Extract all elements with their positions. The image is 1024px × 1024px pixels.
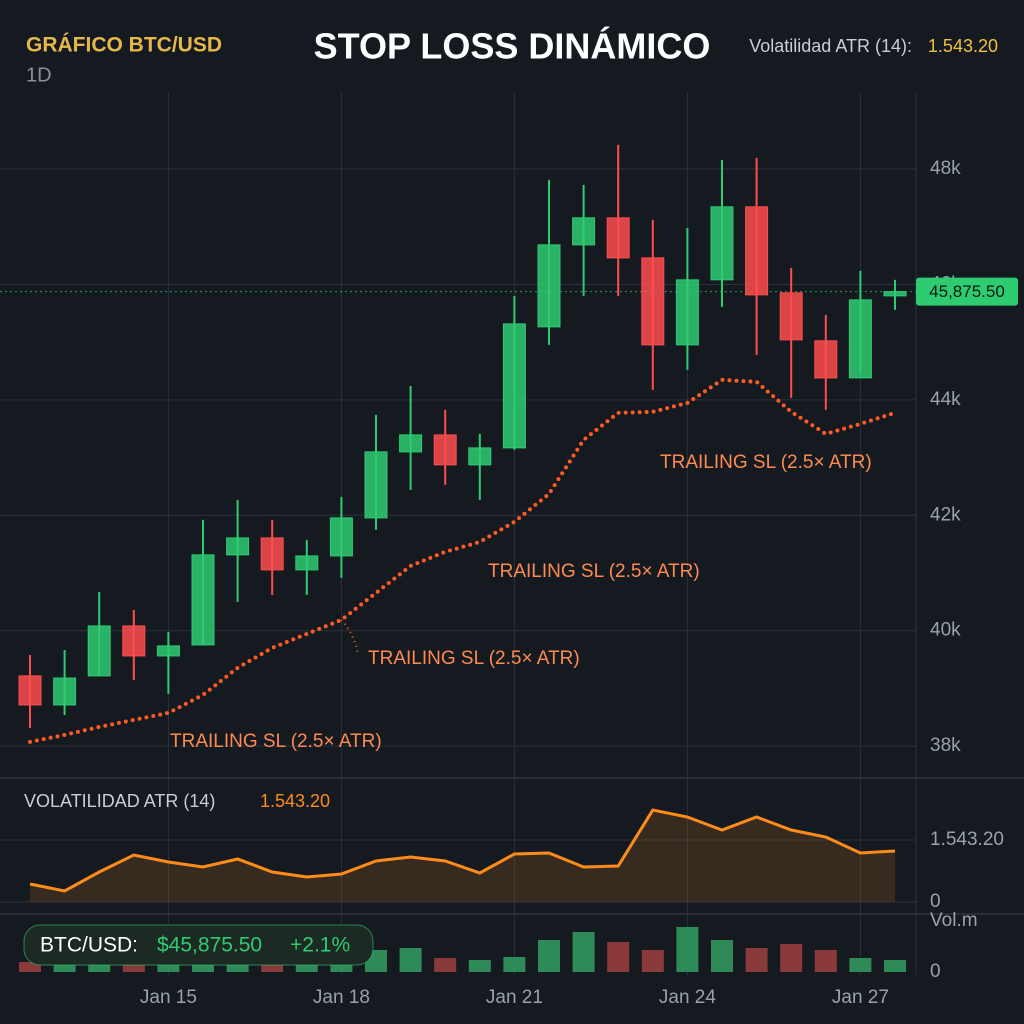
y-tick-label: 0 bbox=[930, 891, 941, 912]
badge-change: +2.1% bbox=[290, 934, 350, 957]
last-price-box bbox=[916, 277, 1018, 306]
last-price-label: 45,875.50 bbox=[929, 282, 1005, 301]
candle-body bbox=[191, 554, 215, 646]
annotation: TRAILING SL (2.5× ATR) bbox=[488, 561, 700, 582]
candle-body bbox=[779, 292, 803, 341]
pair-label: GRÁFICO BTC/USD bbox=[26, 34, 222, 57]
y-tick-label: 0 bbox=[930, 961, 941, 982]
volume-bar bbox=[399, 948, 422, 972]
atr-header-value: 1.543.20 bbox=[928, 36, 998, 56]
volume-bar bbox=[88, 962, 111, 972]
candle-body bbox=[122, 625, 146, 657]
y-tick-label: 44k bbox=[930, 389, 961, 410]
candle-body bbox=[745, 206, 769, 296]
x-tick-label: Jan 27 bbox=[832, 987, 889, 1008]
volume-bar bbox=[607, 942, 630, 972]
volume-bar bbox=[849, 958, 872, 972]
annotation: TRAILING SL (2.5× ATR) bbox=[368, 648, 580, 669]
candle-body bbox=[572, 217, 596, 246]
interval: 1D bbox=[26, 64, 52, 86]
volume-bar bbox=[53, 962, 76, 972]
candle-body bbox=[502, 323, 526, 449]
volume-bar bbox=[122, 962, 145, 972]
y-tick-label: 1.543.20 bbox=[930, 829, 1004, 850]
candle-body bbox=[710, 206, 734, 281]
annotation: TRAILING SL (2.5× ATR) bbox=[660, 452, 872, 473]
x-tick-label: Jan 15 bbox=[140, 987, 197, 1008]
atr-line bbox=[29, 808, 896, 893]
panel-title: Vol.m bbox=[930, 910, 978, 931]
volume-bar bbox=[884, 960, 906, 972]
volume-bar bbox=[434, 958, 457, 972]
candle-body bbox=[399, 434, 423, 453]
atr-area bbox=[30, 810, 895, 902]
y-tick-label: 48k bbox=[930, 158, 961, 179]
candle-body bbox=[883, 291, 907, 297]
candle-body bbox=[433, 434, 457, 466]
x-tick-label: Jan 18 bbox=[313, 987, 370, 1008]
candle-body bbox=[226, 537, 250, 556]
badge-price: $45,875.50 bbox=[157, 934, 262, 957]
candle-body bbox=[53, 677, 77, 706]
volume-bar bbox=[538, 940, 560, 972]
chart-title: STOP LOSS DINÁMICO bbox=[314, 26, 711, 67]
volume-bar bbox=[711, 940, 733, 972]
candle-body bbox=[468, 447, 492, 466]
badge-pair: BTC/USD: bbox=[40, 934, 138, 957]
volume-bar bbox=[261, 962, 284, 972]
volume-bar bbox=[468, 960, 491, 972]
candle-body bbox=[848, 299, 872, 379]
x-tick-label: Jan 24 bbox=[659, 987, 716, 1008]
volume-bar bbox=[19, 962, 41, 972]
candle-body bbox=[329, 517, 353, 557]
panel-title: VOLATILIDAD ATR (14) bbox=[24, 791, 215, 811]
panel-subtitle: 1.543.20 bbox=[260, 791, 330, 811]
atr-header-label: Volatilidad ATR (14): bbox=[749, 36, 912, 56]
candle-body bbox=[18, 675, 42, 706]
candle-body bbox=[295, 555, 319, 571]
candle-body bbox=[156, 645, 180, 657]
y-tick-label: 40k bbox=[930, 620, 961, 641]
y-tick-label: 38k bbox=[930, 735, 961, 756]
trailing-stop-line bbox=[28, 377, 897, 744]
candle-body bbox=[537, 244, 561, 328]
volume-bar bbox=[676, 927, 699, 972]
candle-body bbox=[87, 625, 111, 677]
candle-body bbox=[606, 217, 630, 259]
candle-body bbox=[675, 279, 699, 346]
candle-body bbox=[641, 257, 665, 346]
volume-bar bbox=[780, 944, 803, 972]
annotation: TRAILING SL (2.5× ATR) bbox=[170, 731, 382, 752]
candle-body bbox=[364, 451, 388, 519]
plot: Jan 15 Jan 18 Jan 21 Jan 24 Jan 27 38k 40k 42k 4… bbox=[0, 92, 1018, 1008]
volume-bar bbox=[641, 950, 664, 972]
volume-bar bbox=[503, 957, 526, 972]
volume-bar bbox=[572, 932, 595, 972]
volume-bar bbox=[814, 950, 837, 972]
candle-body bbox=[260, 537, 284, 571]
candle-body bbox=[814, 340, 838, 379]
volume-bar bbox=[745, 948, 768, 972]
y-tick-label: 42k bbox=[930, 504, 961, 525]
price-badge bbox=[23, 924, 374, 966]
x-tick-label: Jan 21 bbox=[486, 987, 543, 1008]
